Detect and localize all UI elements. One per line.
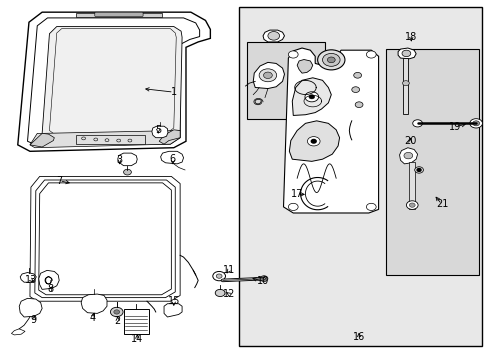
Text: 11: 11: [223, 265, 235, 275]
Circle shape: [263, 72, 272, 78]
Circle shape: [469, 119, 482, 128]
Circle shape: [366, 203, 375, 211]
Bar: [238, 7, 482, 346]
Polygon shape: [152, 126, 167, 138]
FancyBboxPatch shape: [95, 12, 143, 17]
Circle shape: [114, 310, 120, 314]
Polygon shape: [297, 59, 312, 73]
Polygon shape: [20, 273, 36, 282]
Text: 8: 8: [47, 284, 53, 294]
Text: 16: 16: [352, 332, 365, 342]
Circle shape: [354, 102, 362, 108]
Text: 12: 12: [222, 289, 235, 299]
Bar: [246, 42, 325, 119]
Circle shape: [216, 274, 222, 278]
Circle shape: [308, 95, 314, 99]
Text: 15: 15: [167, 296, 180, 306]
Text: 5: 5: [155, 125, 161, 135]
Circle shape: [406, 201, 417, 210]
Text: 6: 6: [169, 154, 176, 164]
Circle shape: [305, 92, 318, 102]
Text: 2: 2: [114, 316, 121, 325]
Bar: [123, 309, 149, 334]
Circle shape: [259, 69, 276, 82]
Polygon shape: [159, 130, 180, 144]
Text: 7: 7: [56, 176, 62, 186]
Polygon shape: [42, 27, 182, 137]
Circle shape: [353, 72, 361, 78]
Polygon shape: [11, 329, 25, 335]
Circle shape: [412, 120, 422, 127]
Bar: [76, 13, 161, 17]
Text: 20: 20: [403, 136, 416, 146]
Polygon shape: [18, 12, 210, 151]
Polygon shape: [289, 121, 339, 161]
Polygon shape: [263, 30, 284, 42]
Text: 3: 3: [116, 155, 122, 165]
Circle shape: [408, 203, 414, 207]
Text: 13: 13: [25, 275, 37, 285]
Text: 10: 10: [256, 276, 268, 286]
Text: 19: 19: [448, 122, 460, 132]
Bar: [403, 58, 407, 114]
Polygon shape: [160, 151, 183, 164]
Circle shape: [327, 57, 334, 63]
Polygon shape: [399, 148, 417, 164]
Polygon shape: [19, 298, 42, 317]
Circle shape: [123, 169, 131, 175]
Circle shape: [401, 50, 410, 57]
Circle shape: [351, 87, 359, 93]
Text: 9: 9: [31, 315, 37, 325]
Text: 17: 17: [290, 189, 303, 199]
Circle shape: [288, 51, 298, 58]
Polygon shape: [397, 48, 415, 59]
Text: 14: 14: [131, 333, 143, 343]
Circle shape: [322, 53, 339, 66]
Circle shape: [472, 121, 479, 126]
Text: 21: 21: [435, 199, 447, 210]
Bar: [408, 162, 414, 209]
Circle shape: [215, 289, 224, 297]
Bar: [76, 135, 144, 144]
Polygon shape: [30, 131, 180, 148]
Circle shape: [366, 51, 375, 58]
Polygon shape: [283, 48, 378, 213]
Text: 4: 4: [89, 313, 95, 323]
Polygon shape: [253, 62, 284, 89]
Text: 18: 18: [405, 32, 417, 42]
Circle shape: [311, 139, 316, 143]
Polygon shape: [30, 134, 54, 147]
Polygon shape: [292, 78, 330, 116]
Circle shape: [416, 168, 420, 171]
Circle shape: [403, 152, 412, 159]
Circle shape: [402, 81, 408, 86]
Polygon shape: [163, 304, 182, 317]
Circle shape: [267, 32, 279, 40]
Bar: [385, 49, 478, 275]
Circle shape: [414, 167, 423, 173]
Circle shape: [288, 203, 298, 211]
Polygon shape: [39, 270, 59, 289]
Circle shape: [317, 50, 344, 70]
Text: 1: 1: [170, 87, 177, 97]
Circle shape: [110, 307, 123, 317]
Circle shape: [307, 136, 320, 146]
Polygon shape: [81, 294, 107, 314]
Circle shape: [260, 276, 267, 282]
Polygon shape: [118, 153, 137, 166]
